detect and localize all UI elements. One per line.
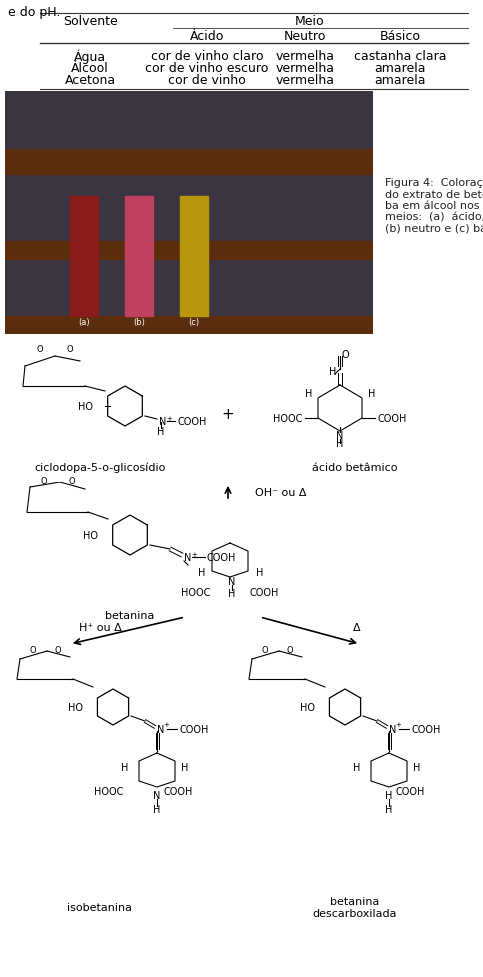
Text: H: H: [228, 588, 236, 598]
Text: (c): (c): [188, 318, 199, 326]
Text: amarela: amarela: [374, 74, 426, 87]
Text: Álcool: Álcool: [71, 63, 109, 75]
Text: HOOC: HOOC: [272, 413, 302, 424]
Text: COOH: COOH: [207, 552, 236, 563]
Text: N: N: [159, 416, 166, 427]
Text: vermelha: vermelha: [275, 63, 335, 75]
Text: +: +: [191, 551, 197, 558]
Text: H: H: [256, 568, 264, 577]
Text: +: +: [163, 721, 169, 727]
Text: Meio: Meio: [295, 16, 325, 28]
Text: COOH: COOH: [411, 724, 440, 735]
Text: COOH: COOH: [163, 786, 192, 796]
Text: COOH: COOH: [179, 724, 208, 735]
Text: Básico: Básico: [380, 30, 421, 43]
Text: O: O: [341, 350, 349, 360]
Text: COOH: COOH: [377, 413, 406, 424]
Text: O: O: [29, 646, 36, 655]
Text: H⁺ ou Δ: H⁺ ou Δ: [79, 622, 121, 632]
Text: H: H: [413, 762, 421, 772]
Text: H: H: [385, 790, 393, 800]
Text: H: H: [368, 389, 375, 399]
Text: Água: Água: [74, 50, 106, 64]
Text: Neutro: Neutro: [284, 30, 326, 43]
Text: (a): (a): [78, 318, 90, 326]
Text: H: H: [385, 804, 393, 814]
Text: HO: HO: [68, 702, 83, 712]
Text: +: +: [395, 721, 401, 727]
Text: COOH: COOH: [395, 786, 425, 796]
Text: (b): (b): [133, 318, 145, 326]
Text: cor de vinho escuro: cor de vinho escuro: [145, 63, 269, 75]
Text: OH⁻ ou Δ: OH⁻ ou Δ: [255, 488, 307, 497]
Text: isobetanina: isobetanina: [68, 902, 132, 913]
Text: Solvente: Solvente: [63, 16, 117, 28]
Text: HO: HO: [78, 402, 93, 411]
Text: O: O: [262, 646, 269, 655]
Text: Acetona: Acetona: [64, 74, 115, 87]
Text: H: H: [329, 366, 337, 376]
Text: H: H: [336, 439, 344, 448]
Text: H: H: [121, 762, 128, 772]
Text: N: N: [389, 724, 397, 735]
Bar: [5, 317, 373, 335]
Text: N: N: [336, 431, 344, 441]
Text: H: H: [153, 804, 161, 814]
Text: O: O: [37, 345, 43, 354]
Text: HOOC: HOOC: [94, 786, 123, 796]
Text: N: N: [184, 552, 191, 563]
Text: ácido betâmico: ácido betâmico: [312, 462, 398, 473]
Bar: [125, 196, 153, 317]
Text: e do pH.: e do pH.: [8, 6, 60, 19]
Text: vermelha: vermelha: [275, 51, 335, 64]
Text: H: H: [305, 389, 312, 399]
Text: O: O: [41, 477, 47, 486]
Text: N: N: [157, 724, 164, 735]
Text: HOOC: HOOC: [181, 587, 210, 597]
Text: H: H: [199, 568, 206, 577]
Bar: [5, 241, 373, 260]
Text: amarela: amarela: [374, 63, 426, 75]
Text: cor de vinho claro: cor de vinho claro: [151, 51, 263, 64]
Text: Δ: Δ: [353, 622, 361, 632]
Bar: [70, 196, 98, 317]
Text: O: O: [55, 646, 61, 655]
Text: cor de vinho: cor de vinho: [168, 74, 246, 87]
Text: ciclodopa-5-o-glicosídio: ciclodopa-5-o-glicosídio: [34, 462, 166, 473]
Text: N: N: [153, 790, 161, 800]
Bar: [180, 196, 208, 317]
Text: +: +: [166, 415, 172, 421]
Text: H: H: [157, 427, 165, 437]
Text: O: O: [67, 345, 73, 354]
Text: COOH: COOH: [250, 587, 279, 597]
Text: vermelha: vermelha: [275, 74, 335, 87]
Text: H: H: [353, 762, 361, 772]
Text: +: +: [222, 407, 234, 422]
Text: Figura 4:  Coloração
do extrato de beterr-
ba em álcool nos
meios:  (a)  ácido,
: Figura 4: Coloração do extrato de beterr…: [385, 178, 483, 234]
Text: H: H: [181, 762, 189, 772]
Text: COOH: COOH: [177, 416, 206, 427]
Text: castanha clara: castanha clara: [354, 51, 446, 64]
Text: betanina
descarboxilada: betanina descarboxilada: [313, 896, 397, 917]
Text: HO: HO: [300, 702, 315, 712]
Text: HO: HO: [83, 531, 98, 540]
Text: betanina: betanina: [105, 611, 155, 620]
Bar: [5, 149, 373, 175]
Text: O: O: [69, 477, 75, 486]
Text: N: N: [228, 576, 236, 586]
Text: Ácido: Ácido: [190, 30, 224, 43]
Text: O: O: [287, 646, 293, 655]
